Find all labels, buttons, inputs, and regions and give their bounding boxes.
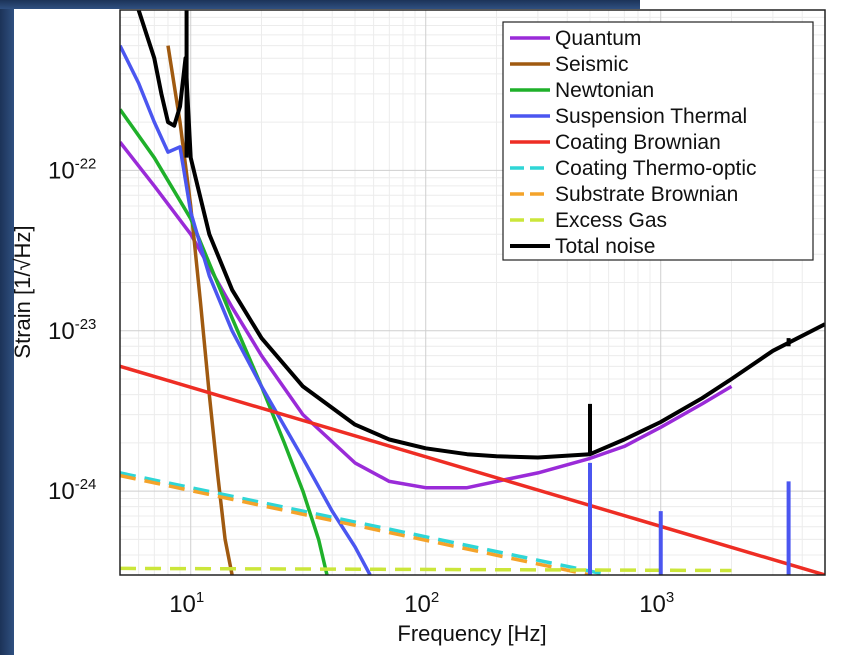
legend-label-total-noise: Total noise [555, 235, 655, 258]
y-tick-label: 10-23 [48, 316, 96, 345]
x-tick-labels: 101 102 103 [169, 589, 674, 618]
legend-label-coating-brownian: Coating Brownian [555, 131, 721, 154]
series-line-suspension-thermal [120, 44, 372, 575]
plot-frame [119, 9, 826, 576]
series-line-coating-thermo-optic [120, 471, 609, 575]
y-axis-label: Strain [1/√Hz] [10, 225, 35, 358]
legend-label-substrate-brownian: Substrate Brownian [555, 183, 738, 206]
x-tick-label: 103 [639, 589, 674, 618]
series-line-coating-brownian [120, 364, 825, 575]
series-line-seismic [166, 45, 234, 575]
legend: Quantum Seismic Newtonian Suspension Therma… [502, 21, 814, 261]
background-edge-top [0, 0, 640, 9]
legend-label-coating-thermo-optic: Coating Thermo-optic [555, 157, 757, 180]
legend-label-quantum: Quantum [555, 27, 641, 50]
legend-label-newtonian: Newtonian [555, 79, 654, 102]
background-edge-left [0, 0, 14, 655]
series-layer [120, 10, 825, 575]
y-tick-labels: 10-24 10-23 10-22 [48, 155, 96, 505]
y-tick-label: 10-22 [48, 155, 96, 184]
legend-label-excess-gas: Excess Gas [555, 209, 667, 232]
legend-label-suspension-thermal: Suspension Thermal [555, 105, 747, 128]
series-line-excess-gas [120, 566, 732, 573]
x-axis-label: Frequency [Hz] [397, 621, 546, 646]
x-tick-label: 102 [404, 589, 439, 618]
legend-box [502, 21, 814, 261]
legend-label-seismic: Seismic [555, 53, 629, 76]
series-line-substrate-brownian [120, 473, 591, 575]
x-tick-label: 101 [169, 589, 204, 618]
series-line-total-noise [136, 10, 825, 460]
y-tick-label: 10-24 [48, 476, 96, 505]
